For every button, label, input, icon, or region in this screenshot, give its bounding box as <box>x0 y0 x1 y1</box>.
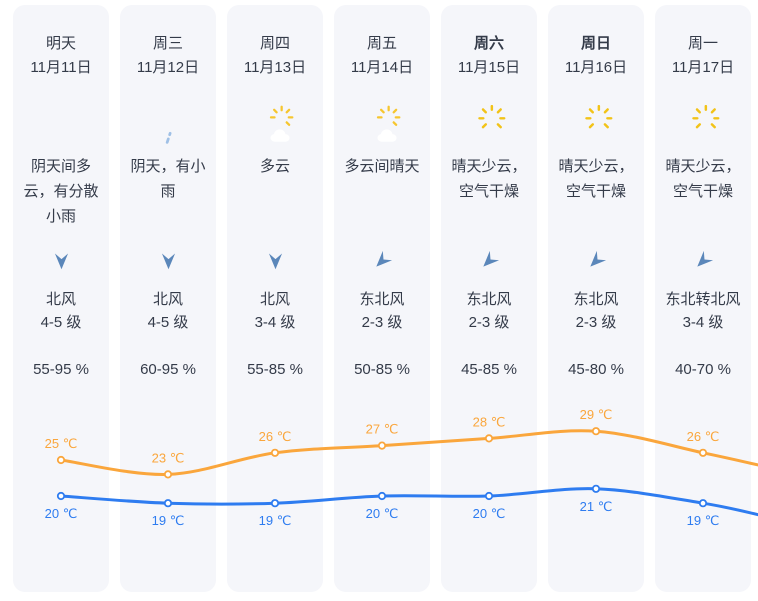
forecast-day-card[interactable]: 周六 11月15日 晴天少云，空气干燥 东北风 2-3 级 45-8 <box>441 5 537 592</box>
partly-cloudy-icon <box>227 102 323 146</box>
wind-arrow-southwest-icon <box>548 248 644 272</box>
wind-level-label: 3-4 级 <box>682 314 724 331</box>
wind-direction-label: 东北转北风 <box>665 291 741 308</box>
wind-direction-label: 北风 <box>152 291 183 308</box>
day-name: 明天 <box>45 35 76 52</box>
forecast-columns: 明天 11月11日 阴天间多云，有分散小雨 北风 4-5 级 55-95 % 周… <box>13 5 751 592</box>
humidity-range: 55-85 % <box>247 361 303 378</box>
forecast-day-card[interactable]: 周日 11月16日 晴天少云，空气干燥 东北风 2-3 级 45-8 <box>548 5 644 592</box>
wind-arrow-southwest-icon <box>334 248 430 272</box>
wind-level-label: 2-3 级 <box>575 314 617 331</box>
wind-arrow-southwest-icon <box>441 248 537 272</box>
wind-level-label: 4-5 级 <box>40 314 82 331</box>
forecast-day-card[interactable]: 周五 11月14日 多云间晴天 东北风 2-3 级 50-85 % <box>334 5 430 592</box>
forecast-day-card[interactable]: 周一 11月17日 晴天少云，空气干燥 东北转北风 3-4 级 40 <box>655 5 751 592</box>
wind-arrow-south-icon <box>120 248 216 272</box>
wind-direction-label: 东北风 <box>573 291 619 308</box>
light-rain-icon <box>120 102 216 146</box>
day-date: 11月14日 <box>350 59 414 76</box>
humidity-range: 55-95 % <box>33 361 89 378</box>
overcast-icon <box>13 102 109 146</box>
wind-direction-label: 东北风 <box>466 291 512 308</box>
day-date: 11月13日 <box>243 59 307 76</box>
forecast-day-card[interactable]: 周三 11月12日 阴天，有小雨 北风 4-5 级 60-95 % <box>120 5 216 592</box>
humidity-range: 45-80 % <box>568 361 624 378</box>
wind-direction-label: 东北风 <box>359 291 405 308</box>
day-name: 周六 <box>473 35 504 52</box>
wind-level-label: 2-3 级 <box>468 314 510 331</box>
weather-description: 晴天少云，空气干燥 <box>665 158 741 200</box>
wind-direction-label: 北风 <box>259 291 290 308</box>
day-date: 11月17日 <box>671 59 735 76</box>
partly-cloudy-icon <box>334 102 430 146</box>
humidity-range: 60-95 % <box>140 361 196 378</box>
humidity-range: 40-70 % <box>675 361 731 378</box>
weather-description: 晴天少云，空气干燥 <box>451 158 527 200</box>
weather-description: 晴天少云，空气干燥 <box>558 158 634 200</box>
day-name: 周五 <box>366 35 397 52</box>
day-name: 周一 <box>687 35 718 52</box>
forecast-day-card[interactable]: 明天 11月11日 阴天间多云，有分散小雨 北风 4-5 级 55-95 % <box>13 5 109 592</box>
wind-arrow-south-icon <box>227 248 323 272</box>
forecast-day-card[interactable]: 周四 11月13日 多云 北风 3-4 级 55-85 % <box>227 5 323 592</box>
wind-arrow-south-icon <box>13 248 109 272</box>
day-date: 11月16日 <box>564 59 628 76</box>
sunny-cloud-icon <box>441 102 537 146</box>
sunny-cloud-icon <box>655 102 751 146</box>
weather-description: 阴天，有小雨 <box>130 158 206 200</box>
sunny-cloud-icon <box>548 102 644 146</box>
day-name: 周三 <box>152 35 183 52</box>
humidity-range: 50-85 % <box>354 361 410 378</box>
day-name: 周四 <box>259 35 290 52</box>
day-date: 11月12日 <box>136 59 200 76</box>
wind-level-label: 3-4 级 <box>254 314 296 331</box>
day-date: 11月15日 <box>457 59 521 76</box>
weather-description: 阴天间多云，有分散小雨 <box>23 158 99 225</box>
weather-description: 多云间晴天 <box>344 158 420 175</box>
wind-arrow-southwest-icon <box>655 248 751 272</box>
day-date: 11月11日 <box>30 59 92 76</box>
wind-level-label: 2-3 级 <box>361 314 403 331</box>
wind-level-label: 4-5 级 <box>147 314 189 331</box>
weather-description: 多云 <box>259 158 290 175</box>
day-name: 周日 <box>580 35 611 52</box>
humidity-range: 45-85 % <box>461 361 517 378</box>
wind-direction-label: 北风 <box>45 291 76 308</box>
